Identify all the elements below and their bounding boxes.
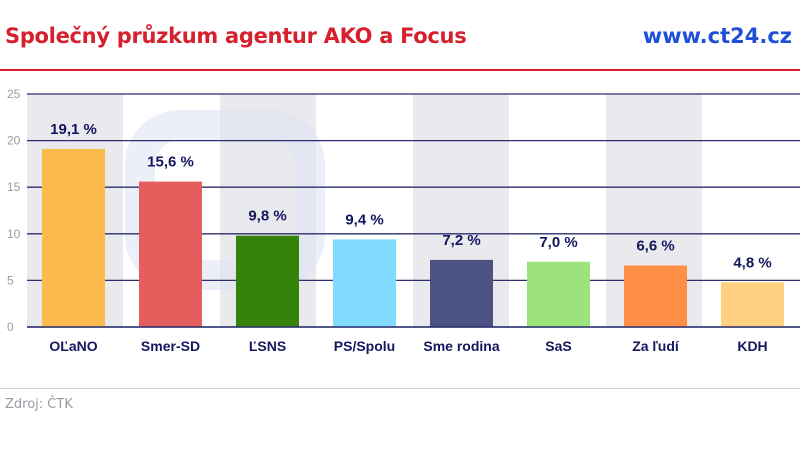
bar-chart: 0 5 10 15 20 25 19,1 % OĽaNO 15,6 % Smer-SD 9,8 % Ľ…	[7, 87, 800, 354]
bar-7	[721, 282, 784, 327]
y-tick-label: 25	[7, 87, 21, 101]
y-tick-label: 0	[7, 320, 14, 334]
category-label: ĽSNS	[249, 338, 286, 354]
category-label: OĽaNO	[49, 338, 97, 354]
bar-2	[236, 235, 299, 327]
bar-0	[42, 148, 105, 327]
y-tick-label: 15	[7, 180, 21, 194]
bar-1	[139, 181, 202, 327]
data-label: 7,0 %	[539, 234, 577, 251]
footer-divider	[0, 388, 800, 389]
y-tick-label: 20	[7, 134, 21, 148]
y-tick-label: 10	[7, 227, 21, 241]
data-label: 15,6 %	[147, 154, 194, 171]
bar-3	[333, 239, 396, 327]
bar-5	[527, 261, 590, 327]
data-label: 6,6 %	[636, 237, 674, 254]
y-tick-label: 5	[7, 273, 14, 287]
data-label: 9,8 %	[248, 208, 286, 225]
chart-title: Společný průzkum agentur AKO a Focus	[5, 24, 467, 48]
data-label: 9,4 %	[345, 211, 383, 228]
category-label: SaS	[545, 338, 571, 354]
bar-6	[624, 265, 687, 327]
category-label: Za ľudí	[632, 338, 680, 354]
category-label: KDH	[737, 338, 767, 354]
data-label: 7,2 %	[442, 232, 480, 249]
category-label: Sme rodina	[423, 338, 499, 354]
data-label: 19,1 %	[50, 121, 97, 138]
category-label: Smer-SD	[141, 338, 200, 354]
brand-link[interactable]: www.ct24.cz	[642, 24, 792, 48]
header-divider	[0, 69, 800, 71]
source-note: Zdroj: ČTK	[5, 397, 73, 412]
data-label: 4,8 %	[733, 254, 771, 271]
category-label: PS/Spolu	[334, 338, 395, 354]
bar-4	[430, 259, 493, 327]
